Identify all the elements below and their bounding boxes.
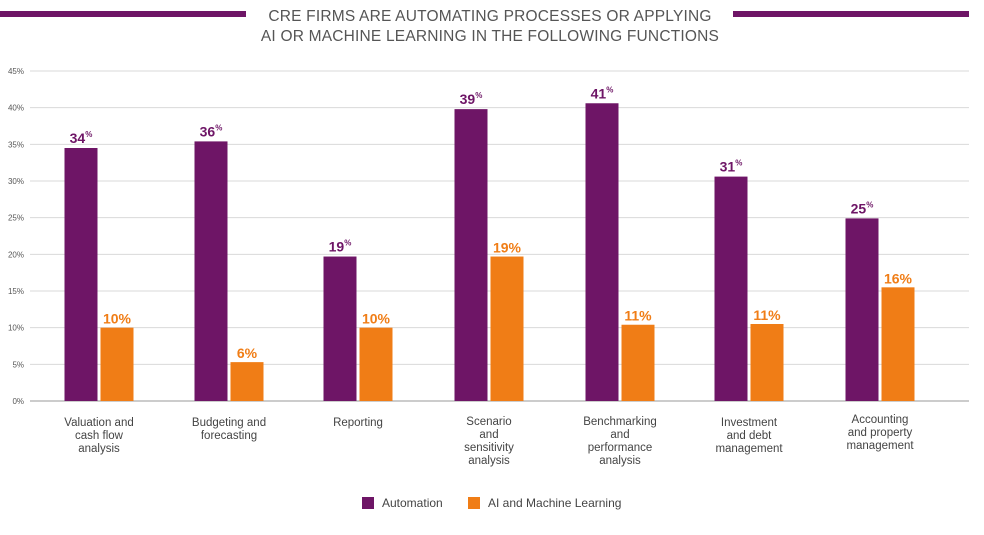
bar-chart: 0% 5% 10% 15% 20% 25% 30% 35% 40% 45% 34% 10% Valuat… (8, 67, 969, 467)
y-tick-label: 40% (8, 104, 24, 113)
bar-ai-ml (490, 256, 524, 401)
x-category-label: Valuation and cash flow analysis (64, 417, 133, 455)
data-label-percent-sign: % (475, 91, 482, 100)
data-label-automation: 39% (460, 91, 483, 107)
x-category-label-line: management (846, 440, 914, 452)
x-category-label-line: Reporting (333, 417, 383, 429)
bar-automation (714, 176, 748, 401)
legend-swatch-automation (362, 497, 374, 509)
x-category-label-line: and property (848, 427, 913, 439)
chart-title: CRE FIRMS ARE AUTOMATING PROCESSES OR AP… (250, 7, 730, 47)
data-label-ai-ml: 11% (753, 307, 781, 323)
data-label-automation: 34% (70, 130, 93, 146)
data-label-ai-ml: 6% (237, 345, 258, 361)
y-tick-label: 5% (12, 360, 24, 369)
y-tick-label: 15% (8, 287, 24, 296)
bar-automation (845, 218, 879, 401)
x-category-label-line: management (715, 443, 783, 455)
legend-label-automation: Automation (382, 496, 443, 510)
x-category-label-line: Benchmarking (583, 416, 657, 428)
data-label-automation: 19% (329, 239, 352, 255)
bar-automation (585, 103, 619, 402)
data-label-ai-ml: 10% (103, 311, 132, 327)
bar-ai-ml (100, 327, 134, 401)
data-label-percent-sign: % (344, 239, 351, 248)
data-label-ai-ml: 19% (493, 240, 522, 256)
bar-ai-ml (750, 324, 784, 401)
data-label-percent-sign: % (215, 123, 222, 132)
data-label-automation: 25% (851, 200, 874, 216)
x-category-label-line: cash flow (75, 430, 124, 442)
legend-swatch-ai-ml (468, 497, 480, 509)
x-category-label-line: Budgeting and (192, 417, 266, 429)
x-category-label: Accounting and property management (846, 414, 914, 452)
x-category-label-line: analysis (468, 455, 510, 467)
bar-ai-ml (359, 327, 393, 401)
legend-label-ai-ml: AI and Machine Learning (488, 496, 622, 510)
y-tick-label: 20% (8, 250, 24, 259)
bar-automation (454, 109, 488, 401)
y-tick-label: 35% (8, 140, 24, 149)
data-label-automation: 41% (591, 85, 614, 101)
x-category-label-line: Accounting (852, 414, 909, 426)
x-category-label: Scenario and sensitivity analysis (464, 416, 514, 467)
x-category-label-line: Valuation and (64, 417, 133, 429)
x-category-label-line: forecasting (201, 430, 257, 442)
y-tick-label: 25% (8, 214, 24, 223)
legend: Automation AI and Machine Learning (0, 496, 984, 516)
x-category-label: Reporting (333, 417, 383, 429)
bar-automation (64, 148, 98, 401)
y-tick-label: 30% (8, 177, 24, 186)
y-tick-label: 0% (12, 397, 24, 406)
data-label-automation: 31% (720, 159, 743, 175)
data-label-percent-sign: % (866, 200, 873, 209)
bar-ai-ml (621, 324, 655, 401)
data-label-ai-ml: 16% (884, 270, 913, 286)
x-category-label-line: analysis (599, 455, 641, 467)
chart-title-line-2: AI OR MACHINE LEARNING IN THE FOLLOWING … (260, 28, 720, 45)
title-decor-bar-left (0, 11, 246, 17)
bar-ai-ml (230, 362, 264, 401)
x-category-label-line: sensitivity (464, 442, 514, 454)
x-category-label-line: performance (588, 442, 653, 454)
x-category-label-line: and debt (727, 430, 773, 442)
data-label-automation: 36% (200, 123, 223, 139)
data-label-ai-ml: 11% (624, 308, 652, 324)
title-decor-bar-right (733, 11, 969, 17)
bar-automation (323, 256, 357, 401)
x-category-label: Investment and debt management (715, 417, 783, 455)
legend-item-automation: Automation (362, 496, 443, 510)
x-category-label-line: Scenario (466, 416, 511, 428)
y-tick-label: 10% (8, 324, 24, 333)
x-category-label: Benchmarking and performance analysis (583, 416, 657, 467)
y-tick-label: 45% (8, 67, 24, 76)
data-label-percent-sign: % (606, 85, 613, 94)
data-label-percent-sign: % (85, 130, 92, 139)
x-category-label-line: and (610, 429, 629, 441)
legend-item-ai-ml: AI and Machine Learning (468, 496, 621, 510)
x-category-label-line: analysis (78, 443, 120, 455)
bar-ai-ml (881, 287, 915, 401)
data-label-ai-ml: 10% (362, 311, 391, 327)
chart-title-line-1: CRE FIRMS ARE AUTOMATING PROCESSES OR AP… (268, 8, 712, 25)
bar-automation (194, 141, 228, 401)
x-category-label-line: Investment (721, 417, 778, 429)
x-category-label-line: and (479, 429, 498, 441)
x-category-label: Budgeting and forecasting (192, 417, 266, 442)
data-label-percent-sign: % (735, 159, 742, 168)
